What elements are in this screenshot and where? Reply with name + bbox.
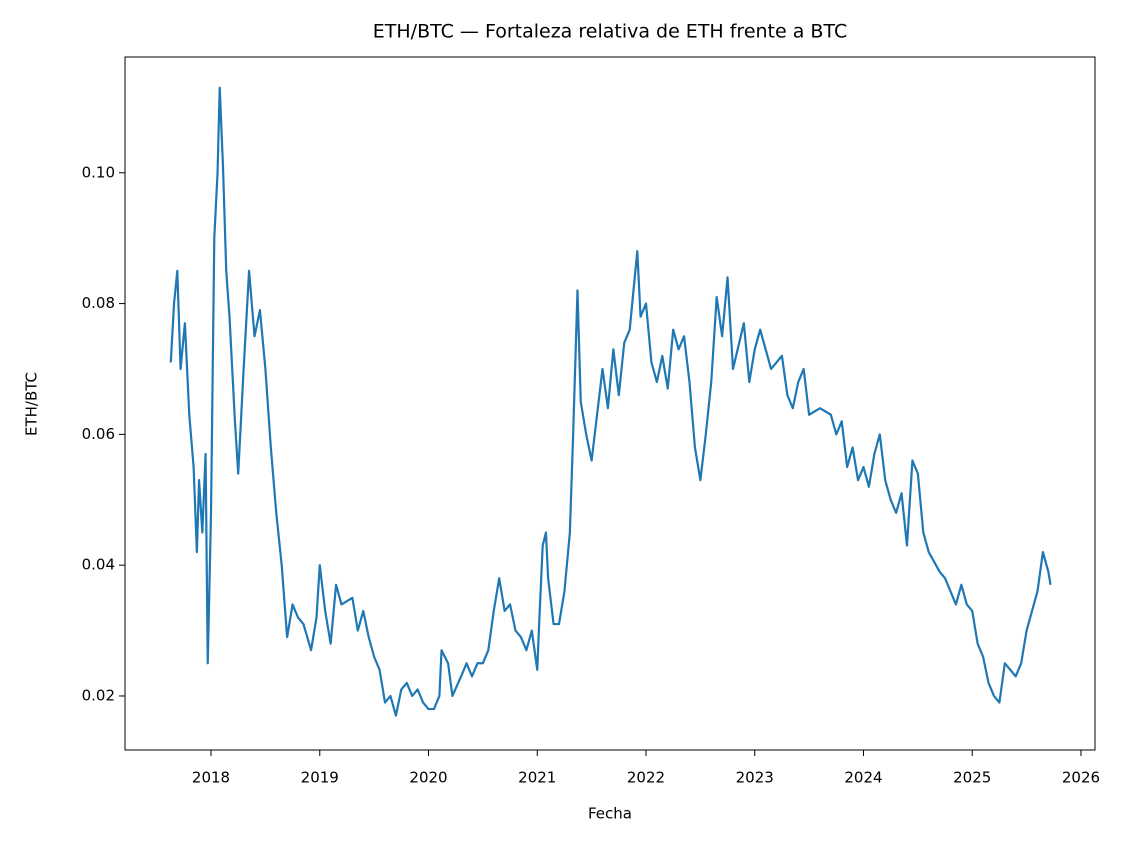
x-tick-label: 2019 xyxy=(301,769,339,787)
y-tick-label: 0.06 xyxy=(82,425,115,443)
data-line xyxy=(169,86,1052,717)
x-axis-label: Fecha xyxy=(588,805,632,823)
chart-title: ETH/BTC — Fortaleza relativa de ETH fren… xyxy=(373,21,847,43)
x-tick-label: 2023 xyxy=(736,769,774,787)
x-tick-label: 2022 xyxy=(627,769,665,787)
y-tick-label: 0.10 xyxy=(82,163,115,181)
y-tick-label: 0.04 xyxy=(82,556,115,574)
x-tick-label: 2018 xyxy=(192,769,230,787)
y-tick-label: 0.08 xyxy=(82,294,115,312)
x-tick-label: 2020 xyxy=(409,769,447,787)
y-axis-label: ETH/BTC xyxy=(23,372,41,436)
x-tick-label: 2026 xyxy=(1062,769,1100,787)
plot-frame xyxy=(124,56,1096,751)
x-tick-label: 2024 xyxy=(844,769,882,787)
x-tick-label: 2021 xyxy=(518,769,556,787)
y-tick-label: 0.02 xyxy=(82,686,115,704)
x-tick-label: 2025 xyxy=(953,769,991,787)
